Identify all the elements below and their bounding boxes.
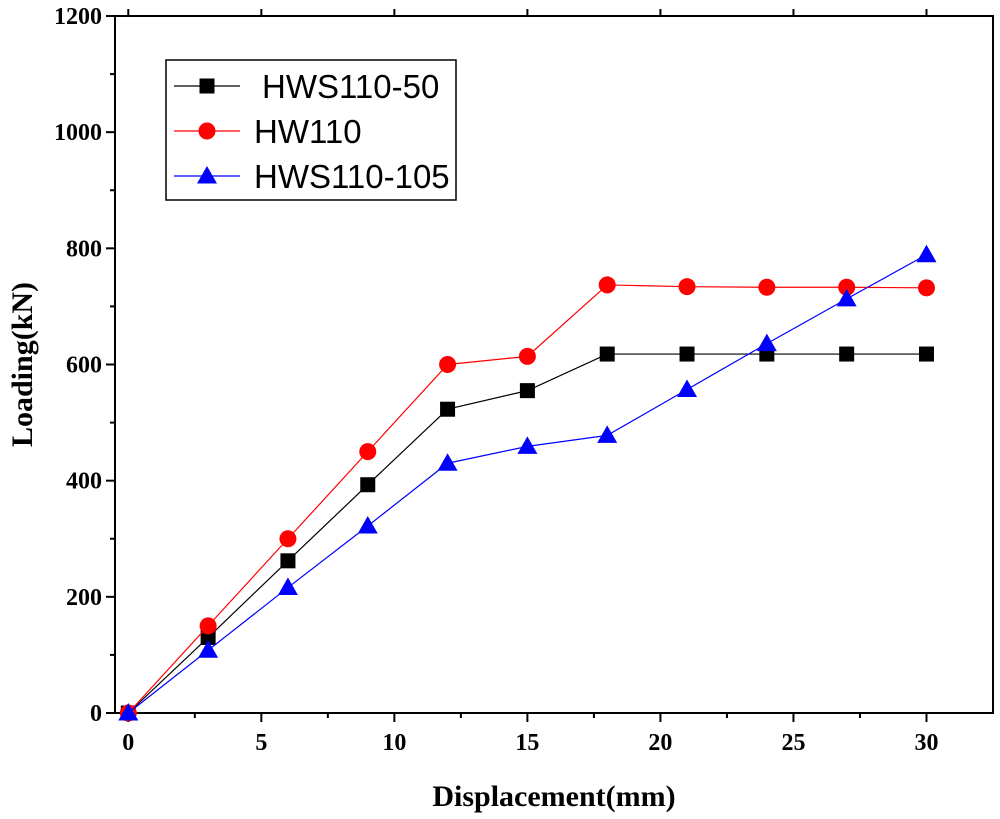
- data-point: [836, 288, 857, 307]
- data-point: [597, 425, 618, 443]
- legend-label: HW110: [254, 113, 362, 150]
- data-point: [678, 278, 696, 296]
- data-point: [199, 617, 217, 635]
- data-point: [359, 443, 377, 461]
- data-point: [838, 278, 856, 296]
- data-point: [679, 346, 695, 362]
- data-point: [518, 347, 536, 365]
- series-line: [127, 353, 927, 714]
- data-point: [360, 477, 376, 493]
- plot-series: [118, 244, 937, 722]
- data-point: [758, 278, 776, 296]
- x-tick-label: 10: [382, 730, 406, 756]
- y-tick-label: 600: [66, 353, 102, 379]
- series-line: [127, 254, 927, 714]
- y-tick-label: 800: [66, 236, 102, 262]
- y-axis-title: Loading(kN): [6, 282, 39, 447]
- series-HWS110-50: [120, 346, 934, 721]
- series-HW110: [119, 276, 935, 722]
- legend-label: HWS110-105: [254, 158, 450, 195]
- data-point: [357, 515, 378, 534]
- axes: 0 5 10 15 20 25 30 0 200 400 600 800 1000 1200: [54, 4, 994, 756]
- data-point: [439, 356, 457, 373]
- legend-marker: [198, 122, 216, 140]
- x-tick-label: 25: [781, 730, 805, 756]
- y-tick-label: 1000: [54, 120, 102, 146]
- data-point: [440, 401, 456, 417]
- data-point: [839, 346, 855, 362]
- x-tick-label: 30: [914, 730, 938, 756]
- y-tick-label: 400: [66, 469, 102, 495]
- x-tick-label: 5: [255, 730, 267, 756]
- series-HWS110-105: [118, 244, 937, 721]
- x-tick-label: 0: [122, 730, 134, 756]
- data-point: [917, 279, 935, 297]
- legend-label: HWS110-50: [262, 68, 439, 105]
- data-point: [519, 383, 535, 399]
- x-axis-title: Displacement(mm): [432, 780, 675, 813]
- data-point: [198, 640, 219, 658]
- data-point: [598, 276, 616, 294]
- x-tick-label: 15: [515, 730, 539, 756]
- data-point: [918, 346, 934, 362]
- data-point: [517, 436, 538, 454]
- y-tick-label: 0: [90, 701, 102, 727]
- legend-marker: [197, 166, 217, 184]
- data-point: [916, 244, 937, 263]
- data-point: [279, 530, 297, 548]
- y-tick-label: 200: [66, 585, 102, 611]
- data-point: [277, 577, 298, 596]
- legend-marker: [199, 78, 215, 94]
- data-point: [437, 453, 458, 471]
- data-point: [756, 333, 777, 352]
- data-point: [118, 703, 139, 721]
- data-point: [599, 346, 615, 362]
- y-tick-label: 1200: [54, 4, 102, 30]
- data-point: [280, 553, 296, 569]
- data-point: [200, 629, 216, 645]
- x-tick-label: 20: [648, 730, 672, 756]
- data-point: [677, 379, 698, 397]
- legend: HWS110-50 HW110 HWS110-105: [165, 59, 457, 201]
